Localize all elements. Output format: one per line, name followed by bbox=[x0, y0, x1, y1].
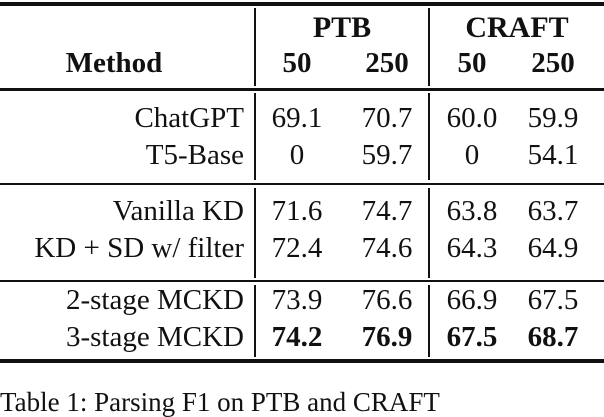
value-cell: 68.7 bbox=[527, 321, 579, 353]
vertical-rule-ptb-craft bbox=[428, 188, 430, 278]
method-cell: 3-stage MCKD bbox=[65, 321, 244, 353]
value-cell: 0 bbox=[464, 139, 480, 171]
header-mid-rule bbox=[0, 88, 604, 91]
value-cell: 60.0 bbox=[446, 102, 498, 134]
value-cell: 74.6 bbox=[361, 232, 413, 264]
table-row: KD + SD w/ filter 72.4 74.6 64.3 64.9 bbox=[0, 230, 604, 266]
top-rule bbox=[0, 2, 604, 6]
vertical-rule-ptb-craft bbox=[428, 285, 430, 357]
value-cell: 69.1 bbox=[271, 102, 323, 134]
table-row: T5-Base 0 59.7 0 54.1 bbox=[0, 137, 604, 173]
value-cell: 72.4 bbox=[271, 232, 323, 264]
value-cell: 54.1 bbox=[527, 139, 579, 171]
value-cell: 76.9 bbox=[361, 321, 413, 353]
value-cell: 70.7 bbox=[361, 102, 413, 134]
value-cell: 71.6 bbox=[271, 195, 323, 227]
value-cell: 74.2 bbox=[271, 321, 323, 353]
table-row: Vanilla KD 71.6 74.7 63.8 63.7 bbox=[0, 193, 604, 229]
vertical-rule-method-ptb bbox=[254, 93, 256, 180]
method-cell: ChatGPT bbox=[134, 102, 244, 134]
vertical-rule-method-ptb bbox=[254, 8, 256, 86]
method-cell: T5-Base bbox=[145, 139, 244, 171]
group-rule-1 bbox=[0, 183, 604, 185]
value-cell: 74.7 bbox=[361, 195, 413, 227]
method-cell: Vanilla KD bbox=[112, 195, 244, 227]
vertical-rule-method-ptb bbox=[254, 285, 256, 357]
table-row: ChatGPT 69.1 70.7 60.0 59.9 bbox=[0, 100, 604, 136]
value-cell: 73.9 bbox=[271, 284, 323, 316]
value-cell: 59.7 bbox=[361, 139, 413, 171]
value-cell: 64.3 bbox=[446, 232, 498, 264]
value-cell: 66.9 bbox=[446, 284, 498, 316]
table-caption: Table 1: Parsing F1 on PTB and CRAFT bbox=[0, 387, 440, 417]
value-cell: 63.7 bbox=[527, 195, 579, 227]
method-cell: KD + SD w/ filter bbox=[34, 232, 244, 264]
method-cell: 2-stage MCKD bbox=[65, 284, 244, 316]
table-row: 2-stage MCKD 73.9 76.6 66.9 67.5 bbox=[0, 282, 604, 318]
column-header-ptb-50: 50 bbox=[282, 47, 312, 79]
value-cell: 0 bbox=[289, 139, 305, 171]
vertical-rule-ptb-craft bbox=[428, 93, 430, 180]
bottom-rule bbox=[0, 359, 604, 363]
value-cell: 64.9 bbox=[527, 232, 579, 264]
column-header-ptb-250: 250 bbox=[365, 47, 409, 79]
column-group-ptb: PTB bbox=[312, 11, 372, 44]
group-rule-2 bbox=[0, 280, 604, 282]
value-cell: 59.9 bbox=[527, 102, 579, 134]
value-cell: 63.8 bbox=[446, 195, 498, 227]
value-cell: 76.6 bbox=[361, 284, 413, 316]
column-header-craft-50: 50 bbox=[457, 47, 487, 79]
column-header-craft-250: 250 bbox=[531, 47, 575, 79]
column-header-method: Method bbox=[65, 47, 163, 79]
table-row: 3-stage MCKD 74.2 76.9 67.5 68.7 bbox=[0, 319, 604, 355]
value-cell: 67.5 bbox=[446, 321, 498, 353]
column-group-craft: CRAFT bbox=[465, 11, 569, 44]
vertical-rule-ptb-craft bbox=[428, 8, 430, 86]
value-cell: 67.5 bbox=[527, 284, 579, 316]
vertical-rule-method-ptb bbox=[254, 188, 256, 278]
